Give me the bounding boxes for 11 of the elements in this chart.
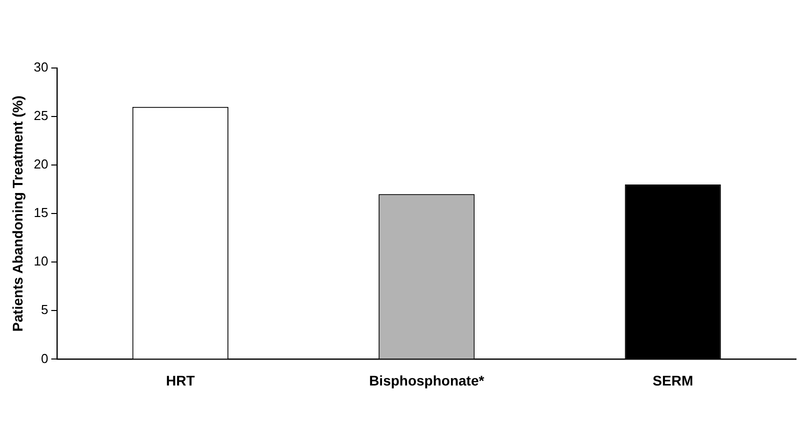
x-tick-label: Bisphosphonate* <box>369 372 485 388</box>
x-tick-label: SERM <box>652 372 694 388</box>
y-tick-label: 0 <box>41 350 48 366</box>
x-tick-label: HRT <box>166 372 196 388</box>
y-axis-title: Patients Abandoning Treatment (%) <box>9 96 26 332</box>
y-tick-label: 15 <box>34 205 48 220</box>
y-tick-label: 10 <box>34 254 48 269</box>
y-tick-label: 30 <box>34 60 48 75</box>
y-tick-label: 5 <box>41 302 48 318</box>
y-tick-label: 25 <box>34 108 48 124</box>
y-tick-label: 20 <box>34 156 48 172</box>
